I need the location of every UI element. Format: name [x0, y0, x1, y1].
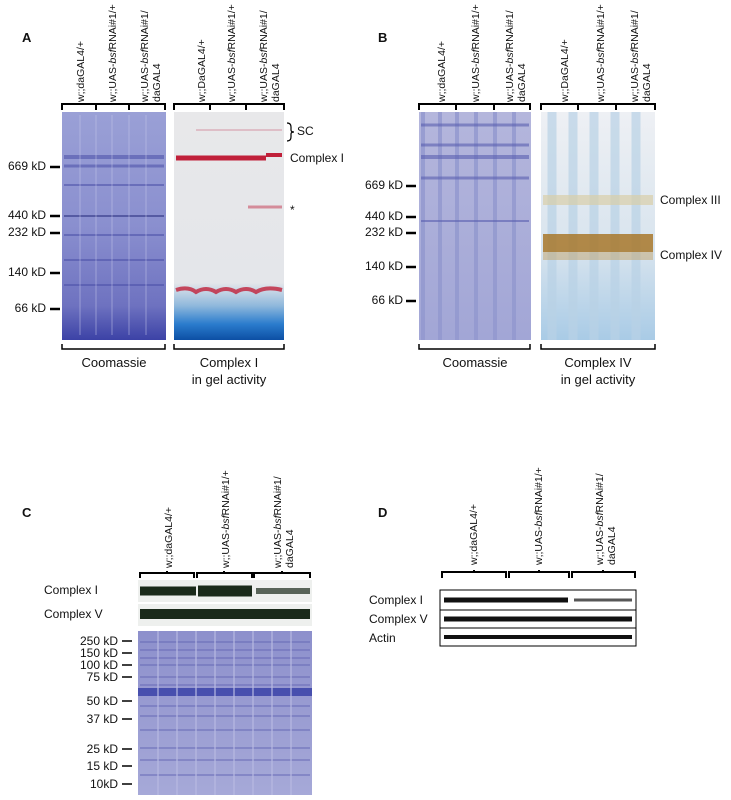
panel-c-mw-250: 250 kD [79, 634, 118, 648]
panel-a-asterisk: * [290, 203, 295, 217]
panel-b-mw-232: 232 kD [364, 225, 403, 239]
panel-b-mw-66: 66 kD [371, 293, 403, 307]
panel-b-caption-coomassie: Coomassie [442, 355, 508, 370]
panel-a-mw-140: 140 kD [7, 265, 46, 279]
panel-a-activity-gel [174, 112, 284, 340]
panel-d-lane-1-label: w;;daGAL4/+ [468, 504, 480, 565]
panel-c-mw-75: 75 kD [86, 670, 118, 684]
panel-c-mw-ticks [122, 640, 132, 785]
panel-a-complex1-label: Complex I [290, 151, 345, 165]
panel-b-coomassie-bands [421, 123, 529, 222]
panel-c-label: C [22, 505, 32, 520]
panel-a-bottom-brackets [61, 344, 285, 350]
panel-d-actin-label: Actin [369, 631, 396, 645]
panel-d-complex1-label: Complex I [369, 593, 424, 607]
panel-c-gel-bands [140, 641, 310, 776]
panel-c-top-brackets [139, 571, 311, 578]
panel-a-top-brackets [61, 103, 285, 110]
panel-a-label: A [22, 30, 32, 45]
panel-a-mw-440: 440 kD [7, 208, 46, 222]
panel-b-lane-4-label: w;;DaGAL4/+ [559, 39, 571, 102]
panel-b-label: B [378, 30, 388, 45]
panel-c-mw-25: 25 kD [86, 742, 118, 756]
panel-a-mw-66: 66 kD [14, 301, 46, 315]
panel-c-lane-1-label: w;;daGAL4/+ [163, 507, 175, 568]
panel-c-lane-2-label: w;;UAS-bsfRNAi#1/+ [220, 470, 232, 568]
panel-b-mw-140: 140 kD [364, 259, 403, 273]
panel-b-lane-1-label: w;;daGAL4/+ [436, 41, 448, 102]
panel-b-complex-bands [543, 195, 653, 260]
panel-c-complex1-label: Complex I [44, 583, 99, 597]
panel-a-caption-coomassie: Coomassie [81, 355, 147, 370]
panel-c-lane-3-label: w;;UAS-bsfRNAi#1/daGAL4 [272, 476, 296, 568]
panel-d-top-brackets [441, 570, 636, 578]
panel-c-coomassie-gel [138, 631, 312, 795]
panel-b-complex4-label: Complex IV [660, 248, 723, 262]
panel-c-mw-37: 37 kD [86, 712, 118, 726]
panel-a-mw-232: 232 kD [7, 225, 46, 239]
panel-b-lane-5-label: w;;UAS-bsfRNAi#1/+ [595, 4, 607, 102]
panel-a-mw-669: 669 kD [7, 159, 46, 173]
panel-b-mw-ticks [406, 184, 416, 303]
panel-a-sc-label: SC [297, 124, 314, 138]
panel-b-lane-3-label: w;;UAS-bsfRNAi#1/daGAL4 [504, 10, 528, 102]
panel-d-lane-3-label: w;;UAS-bsfRNAi#1/daGAL4 [594, 473, 618, 565]
panel-b-lane-2-label: w;;UAS-bsfRNAi#1/+ [470, 4, 482, 102]
panel-c-mw-50: 50 kD [86, 694, 118, 708]
panel-c-complex5-label: Complex V [44, 607, 103, 621]
panel-b-mw-669: 669 kD [364, 178, 403, 192]
panel-c-mw-100: 100 kD [79, 658, 118, 672]
panel-d-lane-2-label: w;;UAS-bsfRNAi#1/+ [533, 467, 545, 565]
panel-b-mw-440: 440 kD [364, 209, 403, 223]
panel-b-top-brackets [418, 103, 656, 110]
panel-a-coomassie-gel [62, 112, 166, 340]
panel-b-lane-6-label: w;;UAS-bsfRNAi#1/daGAL4 [629, 10, 653, 102]
panel-a-mw-ticks [50, 165, 60, 311]
panel-b-bottom-brackets [418, 344, 656, 350]
panel-b-caption-activity: Complex IV in gel activity [560, 355, 636, 387]
panel-c-mw-15: 15 kD [86, 759, 118, 773]
panel-d-complex5-label: Complex V [369, 612, 428, 626]
panel-c-mw-10: 10kD [89, 777, 118, 791]
panel-d-label: D [378, 505, 388, 520]
panel-a-coomassie-bands [64, 155, 164, 286]
panel-b-complex3-label: Complex III [660, 193, 721, 207]
panel-a-complex1-bands [175, 153, 283, 295]
panel-c-mw-150: 150 kD [79, 646, 118, 660]
